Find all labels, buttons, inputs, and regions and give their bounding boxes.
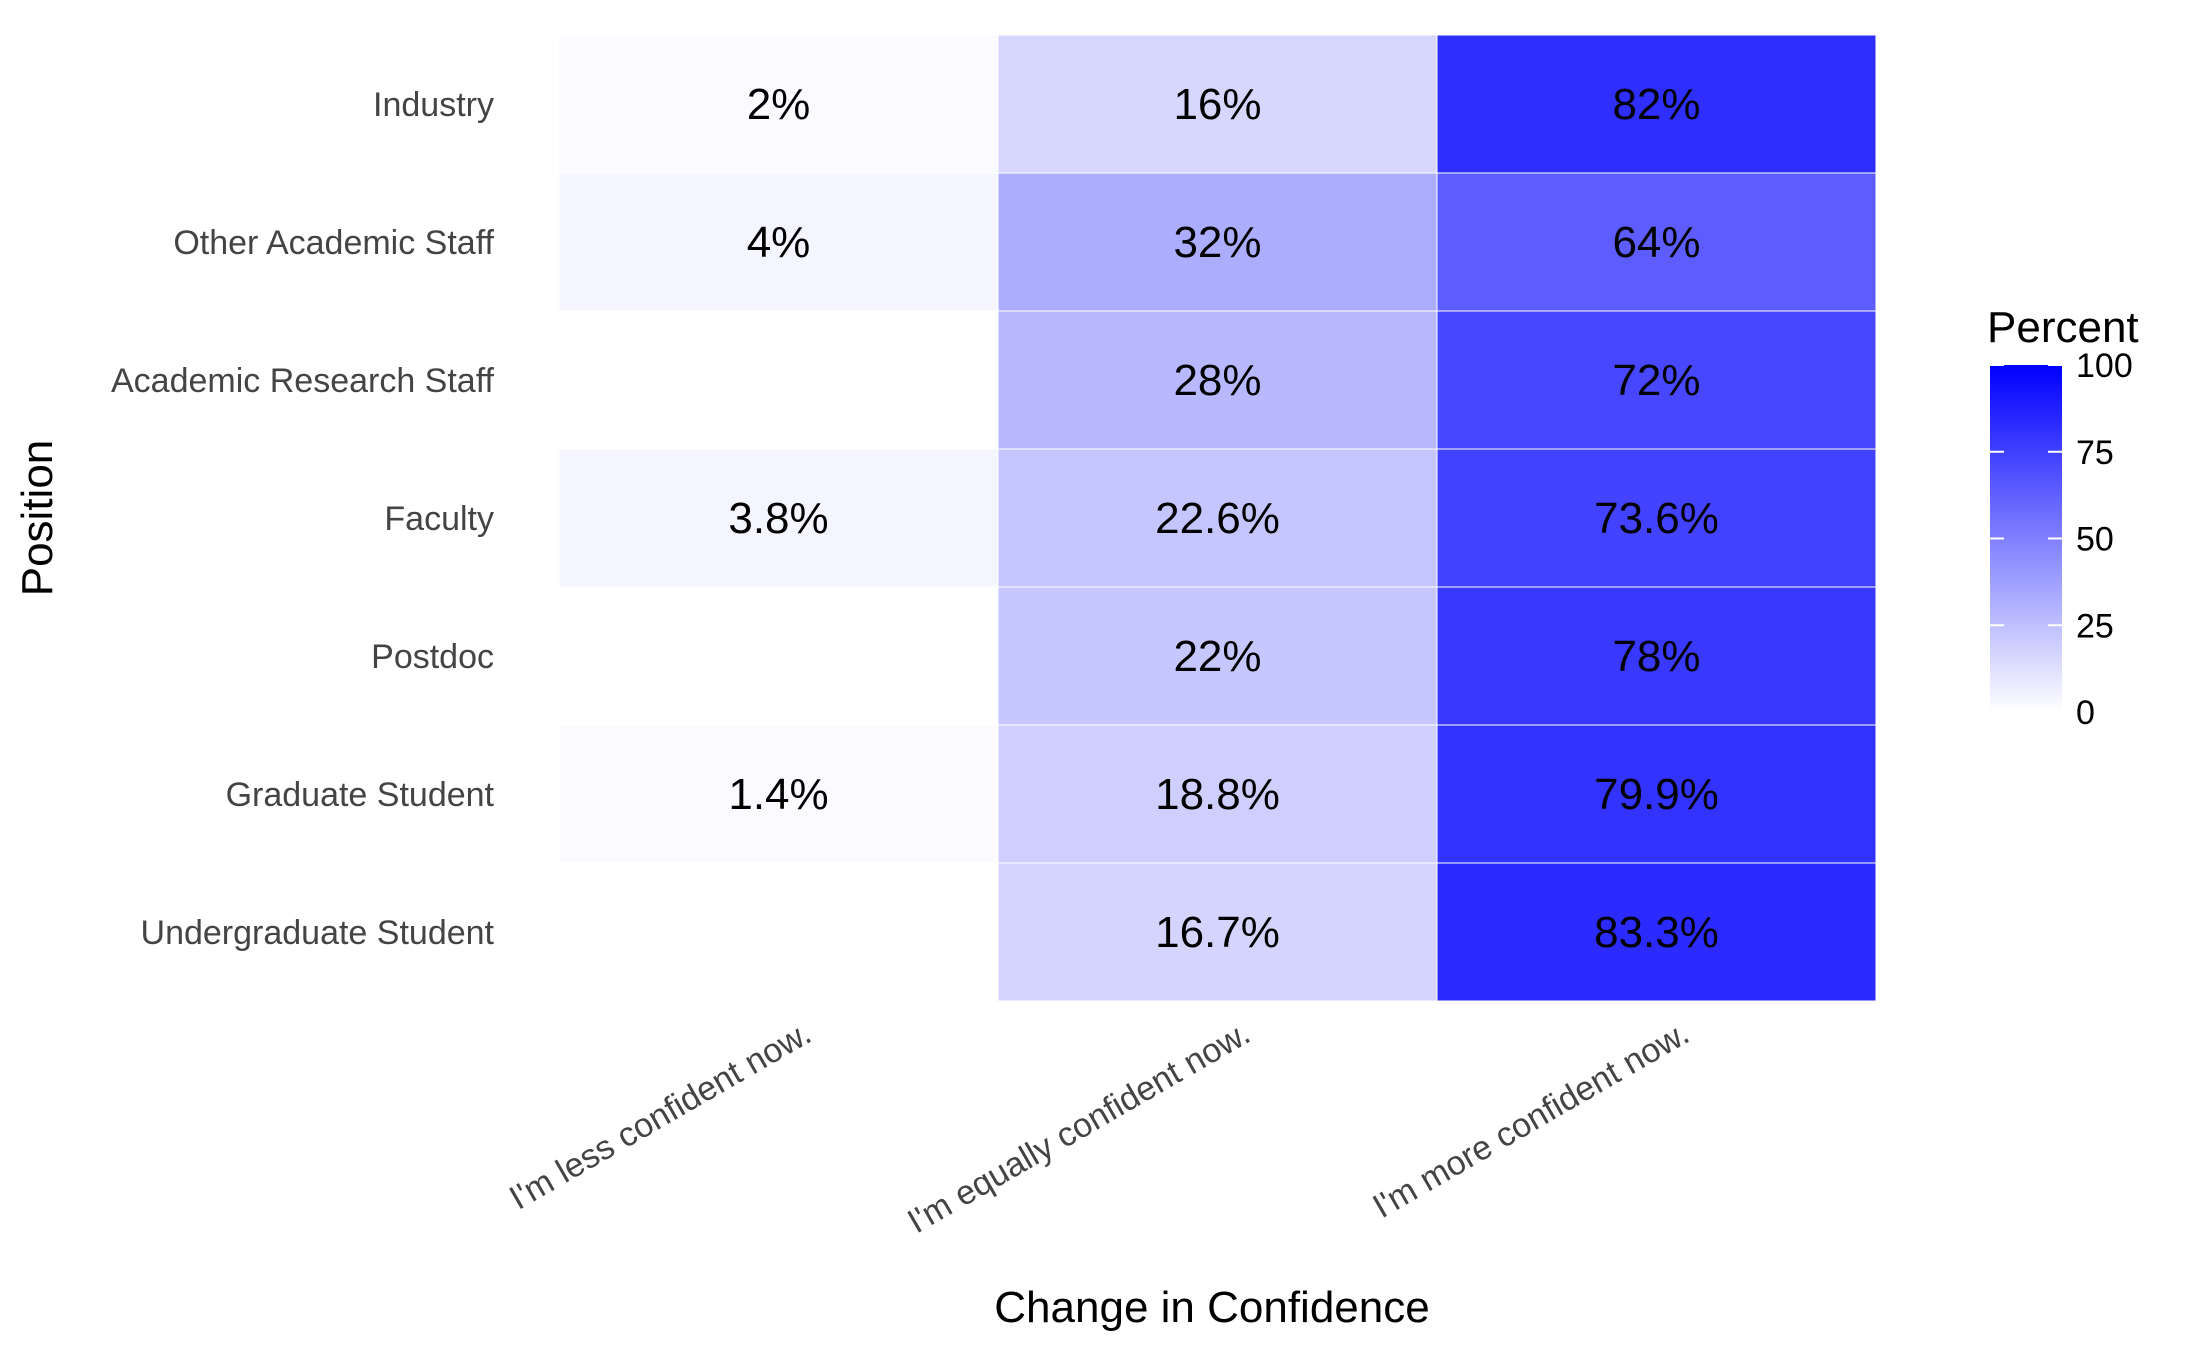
y-tick-label: Faculty <box>384 500 494 538</box>
color-legend: Percent 0 25 50 75 100 <box>1987 303 2139 732</box>
y-axis-title: Position <box>13 440 62 597</box>
heatmap-cell-labels: 2% 16% 82% 4% 32% 64% 28% 72% 3.8% 22.6% 73.6% 22% 7… <box>728 80 1719 957</box>
x-tick-label: I'm more confident now. <box>1366 1014 1695 1226</box>
legend-tick-label: 75 <box>2076 434 2114 472</box>
heatmap-cell <box>997 862 1438 1002</box>
x-axis-tick-labels: I'm less confident now. I'm equally confi… <box>503 1014 1695 1241</box>
cell-value-label: 2% <box>747 80 811 129</box>
cell-value-label: 72% <box>1612 356 1700 405</box>
legend-tick-label: 100 <box>2076 347 2133 385</box>
y-tick-label: Industry <box>373 86 494 124</box>
legend-tick-label: 0 <box>2076 694 2095 732</box>
heatmap-cell <box>1436 448 1877 588</box>
cell-value-label: 22.6% <box>1155 494 1280 543</box>
heatmap-cell <box>997 310 1438 450</box>
y-axis-tick-labels: Industry Other Academic Staff Academic Res… <box>111 86 495 952</box>
heatmap-cells <box>558 34 1877 1002</box>
cell-value-label: 1.4% <box>728 770 828 819</box>
heatmap-cell <box>558 172 999 312</box>
cell-value-label: 64% <box>1612 218 1700 267</box>
cell-value-label: 82% <box>1612 80 1700 129</box>
heatmap-cell <box>997 172 1438 312</box>
cell-value-label: 22% <box>1173 632 1261 681</box>
y-tick-label: Other Academic Staff <box>173 224 494 262</box>
heatmap-cell <box>997 448 1438 588</box>
heatmap-cell <box>997 34 1438 174</box>
heatmap-cell <box>1436 862 1877 1002</box>
cell-value-label: 3.8% <box>728 494 828 543</box>
cell-value-label: 16% <box>1173 80 1261 129</box>
heatmap-cell <box>558 448 999 588</box>
y-tick-label: Undergraduate Student <box>141 914 495 952</box>
x-tick-label: I'm less confident now. <box>503 1014 817 1217</box>
x-axis-title: Change in Confidence <box>994 1283 1429 1332</box>
cell-value-label: 78% <box>1612 632 1700 681</box>
y-tick-label: Academic Research Staff <box>111 362 495 400</box>
legend-tick-label: 25 <box>2076 607 2114 645</box>
heatmap-cell <box>1436 724 1877 864</box>
cell-value-label: 16.7% <box>1155 908 1280 957</box>
cell-value-label: 32% <box>1173 218 1261 267</box>
heatmap-cell <box>997 586 1438 726</box>
cell-value-label: 4% <box>747 218 811 267</box>
legend-ticks: 0 25 50 75 100 <box>1990 347 2133 732</box>
x-tick-label: I'm equally confident now. <box>901 1014 1256 1241</box>
cell-value-label: 73.6% <box>1594 494 1719 543</box>
cell-value-label: 28% <box>1173 356 1261 405</box>
heatmap-cell <box>558 724 999 864</box>
y-tick-label: Graduate Student <box>226 776 495 814</box>
heatmap-cell <box>1436 172 1877 312</box>
heatmap-cell <box>1436 310 1877 450</box>
heatmap-cell <box>1436 586 1877 726</box>
legend-tick-label: 50 <box>2076 521 2114 559</box>
cell-value-label: 79.9% <box>1594 770 1719 819</box>
legend-title: Percent <box>1987 303 2139 352</box>
cell-value-label: 83.3% <box>1594 908 1719 957</box>
cell-value-label: 18.8% <box>1155 770 1280 819</box>
heatmap-cell <box>997 724 1438 864</box>
heatmap-cell <box>558 34 999 174</box>
heatmap-cell <box>1436 34 1877 174</box>
y-tick-label: Postdoc <box>371 638 494 676</box>
